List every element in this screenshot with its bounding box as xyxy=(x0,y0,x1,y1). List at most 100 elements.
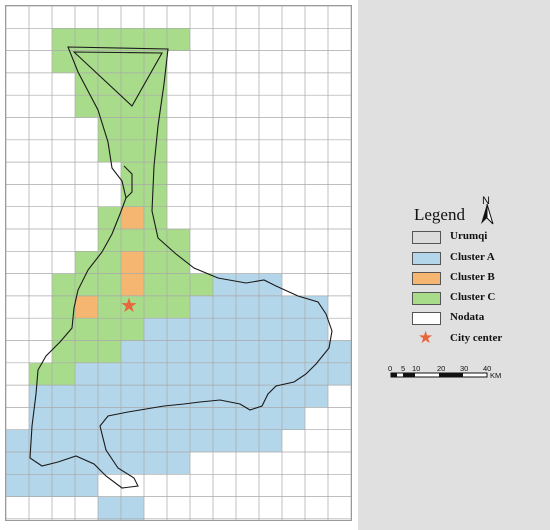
cluster-cell xyxy=(98,385,121,408)
cluster-cell xyxy=(75,318,98,341)
cluster-cell xyxy=(213,318,236,341)
cluster-cell xyxy=(98,452,121,475)
cluster-cell xyxy=(190,318,213,341)
cluster-cell xyxy=(144,117,167,140)
cluster-cell xyxy=(121,72,144,96)
cluster-cell xyxy=(167,295,190,319)
cluster-cell xyxy=(98,206,121,229)
cluster-cell xyxy=(121,251,144,274)
cluster-cell xyxy=(29,474,52,497)
cluster-cell xyxy=(236,385,259,408)
cluster-cell xyxy=(121,50,144,73)
cluster-cell xyxy=(121,362,144,386)
cluster-cell xyxy=(236,295,259,319)
cluster-cell xyxy=(98,496,121,519)
swatch-cluster-b xyxy=(412,272,441,285)
cluster-cell xyxy=(190,429,213,452)
legend-label-city-center: City center xyxy=(450,332,503,344)
cluster-cell xyxy=(144,72,167,96)
cluster-cell xyxy=(213,295,236,319)
cluster-cell xyxy=(167,385,190,408)
cluster-cell xyxy=(282,295,305,319)
cluster-cell xyxy=(98,407,121,430)
cluster-cell xyxy=(52,407,75,430)
cluster-cell xyxy=(98,95,121,118)
cluster-cell xyxy=(29,429,52,452)
cluster-cell xyxy=(144,229,167,252)
city-center-legend-icon: ★ xyxy=(418,328,434,347)
cluster-cell xyxy=(167,429,190,452)
cluster-cell xyxy=(144,362,167,386)
cluster-cell xyxy=(282,318,305,341)
cluster-cell xyxy=(236,318,259,341)
cluster-cell xyxy=(236,362,259,386)
city-center-star: ★ xyxy=(120,293,138,317)
cluster-cell xyxy=(144,251,167,274)
cluster-cell xyxy=(75,251,98,274)
cluster-cell xyxy=(52,273,75,296)
cluster-cell xyxy=(75,452,98,475)
cluster-cell xyxy=(121,407,144,430)
scale-unit: KM xyxy=(490,371,502,380)
north-label: N xyxy=(482,195,490,207)
cluster-cell xyxy=(52,385,75,408)
cluster-cell xyxy=(167,407,190,430)
cluster-cell xyxy=(259,340,282,363)
cluster-cell xyxy=(121,518,144,520)
cluster-cell xyxy=(52,429,75,452)
scale-tick-label: 40 xyxy=(483,364,492,373)
urumqi-boundary xyxy=(29,46,333,489)
cluster-cell xyxy=(213,273,236,296)
cluster-cell xyxy=(29,452,52,475)
cluster-cell xyxy=(98,362,121,386)
cluster-cell xyxy=(190,362,213,386)
cluster-cell xyxy=(75,429,98,452)
cluster-cell xyxy=(52,340,75,363)
cluster-cell xyxy=(121,139,144,163)
cluster-cell xyxy=(144,407,167,430)
scale-bar-graphic xyxy=(390,372,488,378)
cluster-cell xyxy=(52,28,75,51)
cluster-cell xyxy=(144,295,167,319)
cluster-cell xyxy=(121,429,144,452)
cluster-cell xyxy=(236,429,259,452)
swatch-nodata xyxy=(412,312,441,325)
cluster-cell xyxy=(144,95,167,118)
swatch-cluster-a xyxy=(412,252,441,265)
cluster-cell xyxy=(305,318,328,341)
cluster-cell xyxy=(121,162,144,185)
map-frame: ★ xyxy=(5,5,352,521)
cluster-cell xyxy=(75,340,98,363)
cluster-cell xyxy=(52,474,75,497)
cluster-cell xyxy=(213,340,236,363)
cluster-cell xyxy=(121,452,144,475)
cluster-cell xyxy=(98,518,121,520)
scale-tick-label: 10 xyxy=(412,364,421,373)
cluster-cell xyxy=(121,273,144,296)
cluster-cell xyxy=(236,340,259,363)
cluster-cell xyxy=(328,340,351,363)
cluster-cell xyxy=(98,318,121,341)
cluster-cell xyxy=(75,474,98,497)
cluster-cell xyxy=(167,318,190,341)
north-arrow-icon: N xyxy=(478,195,496,226)
cluster-cell xyxy=(6,452,29,475)
cluster-cell xyxy=(121,184,144,207)
cluster-cell xyxy=(144,50,167,73)
cluster-cell xyxy=(121,340,144,363)
cluster-cell xyxy=(144,340,167,363)
cluster-cell xyxy=(282,362,305,386)
cluster-cell xyxy=(144,429,167,452)
cluster-cell xyxy=(305,340,328,363)
cluster-cell xyxy=(259,273,282,296)
cluster-cell xyxy=(167,340,190,363)
cluster-cell xyxy=(167,251,190,274)
cluster-cell xyxy=(190,273,213,296)
cluster-map: ★ xyxy=(6,6,351,520)
cluster-cell xyxy=(121,117,144,140)
cluster-cell xyxy=(259,407,282,430)
cluster-cell xyxy=(144,318,167,341)
cluster-cell xyxy=(121,229,144,252)
swatch-urumqi xyxy=(412,231,441,244)
cluster-cell xyxy=(75,385,98,408)
